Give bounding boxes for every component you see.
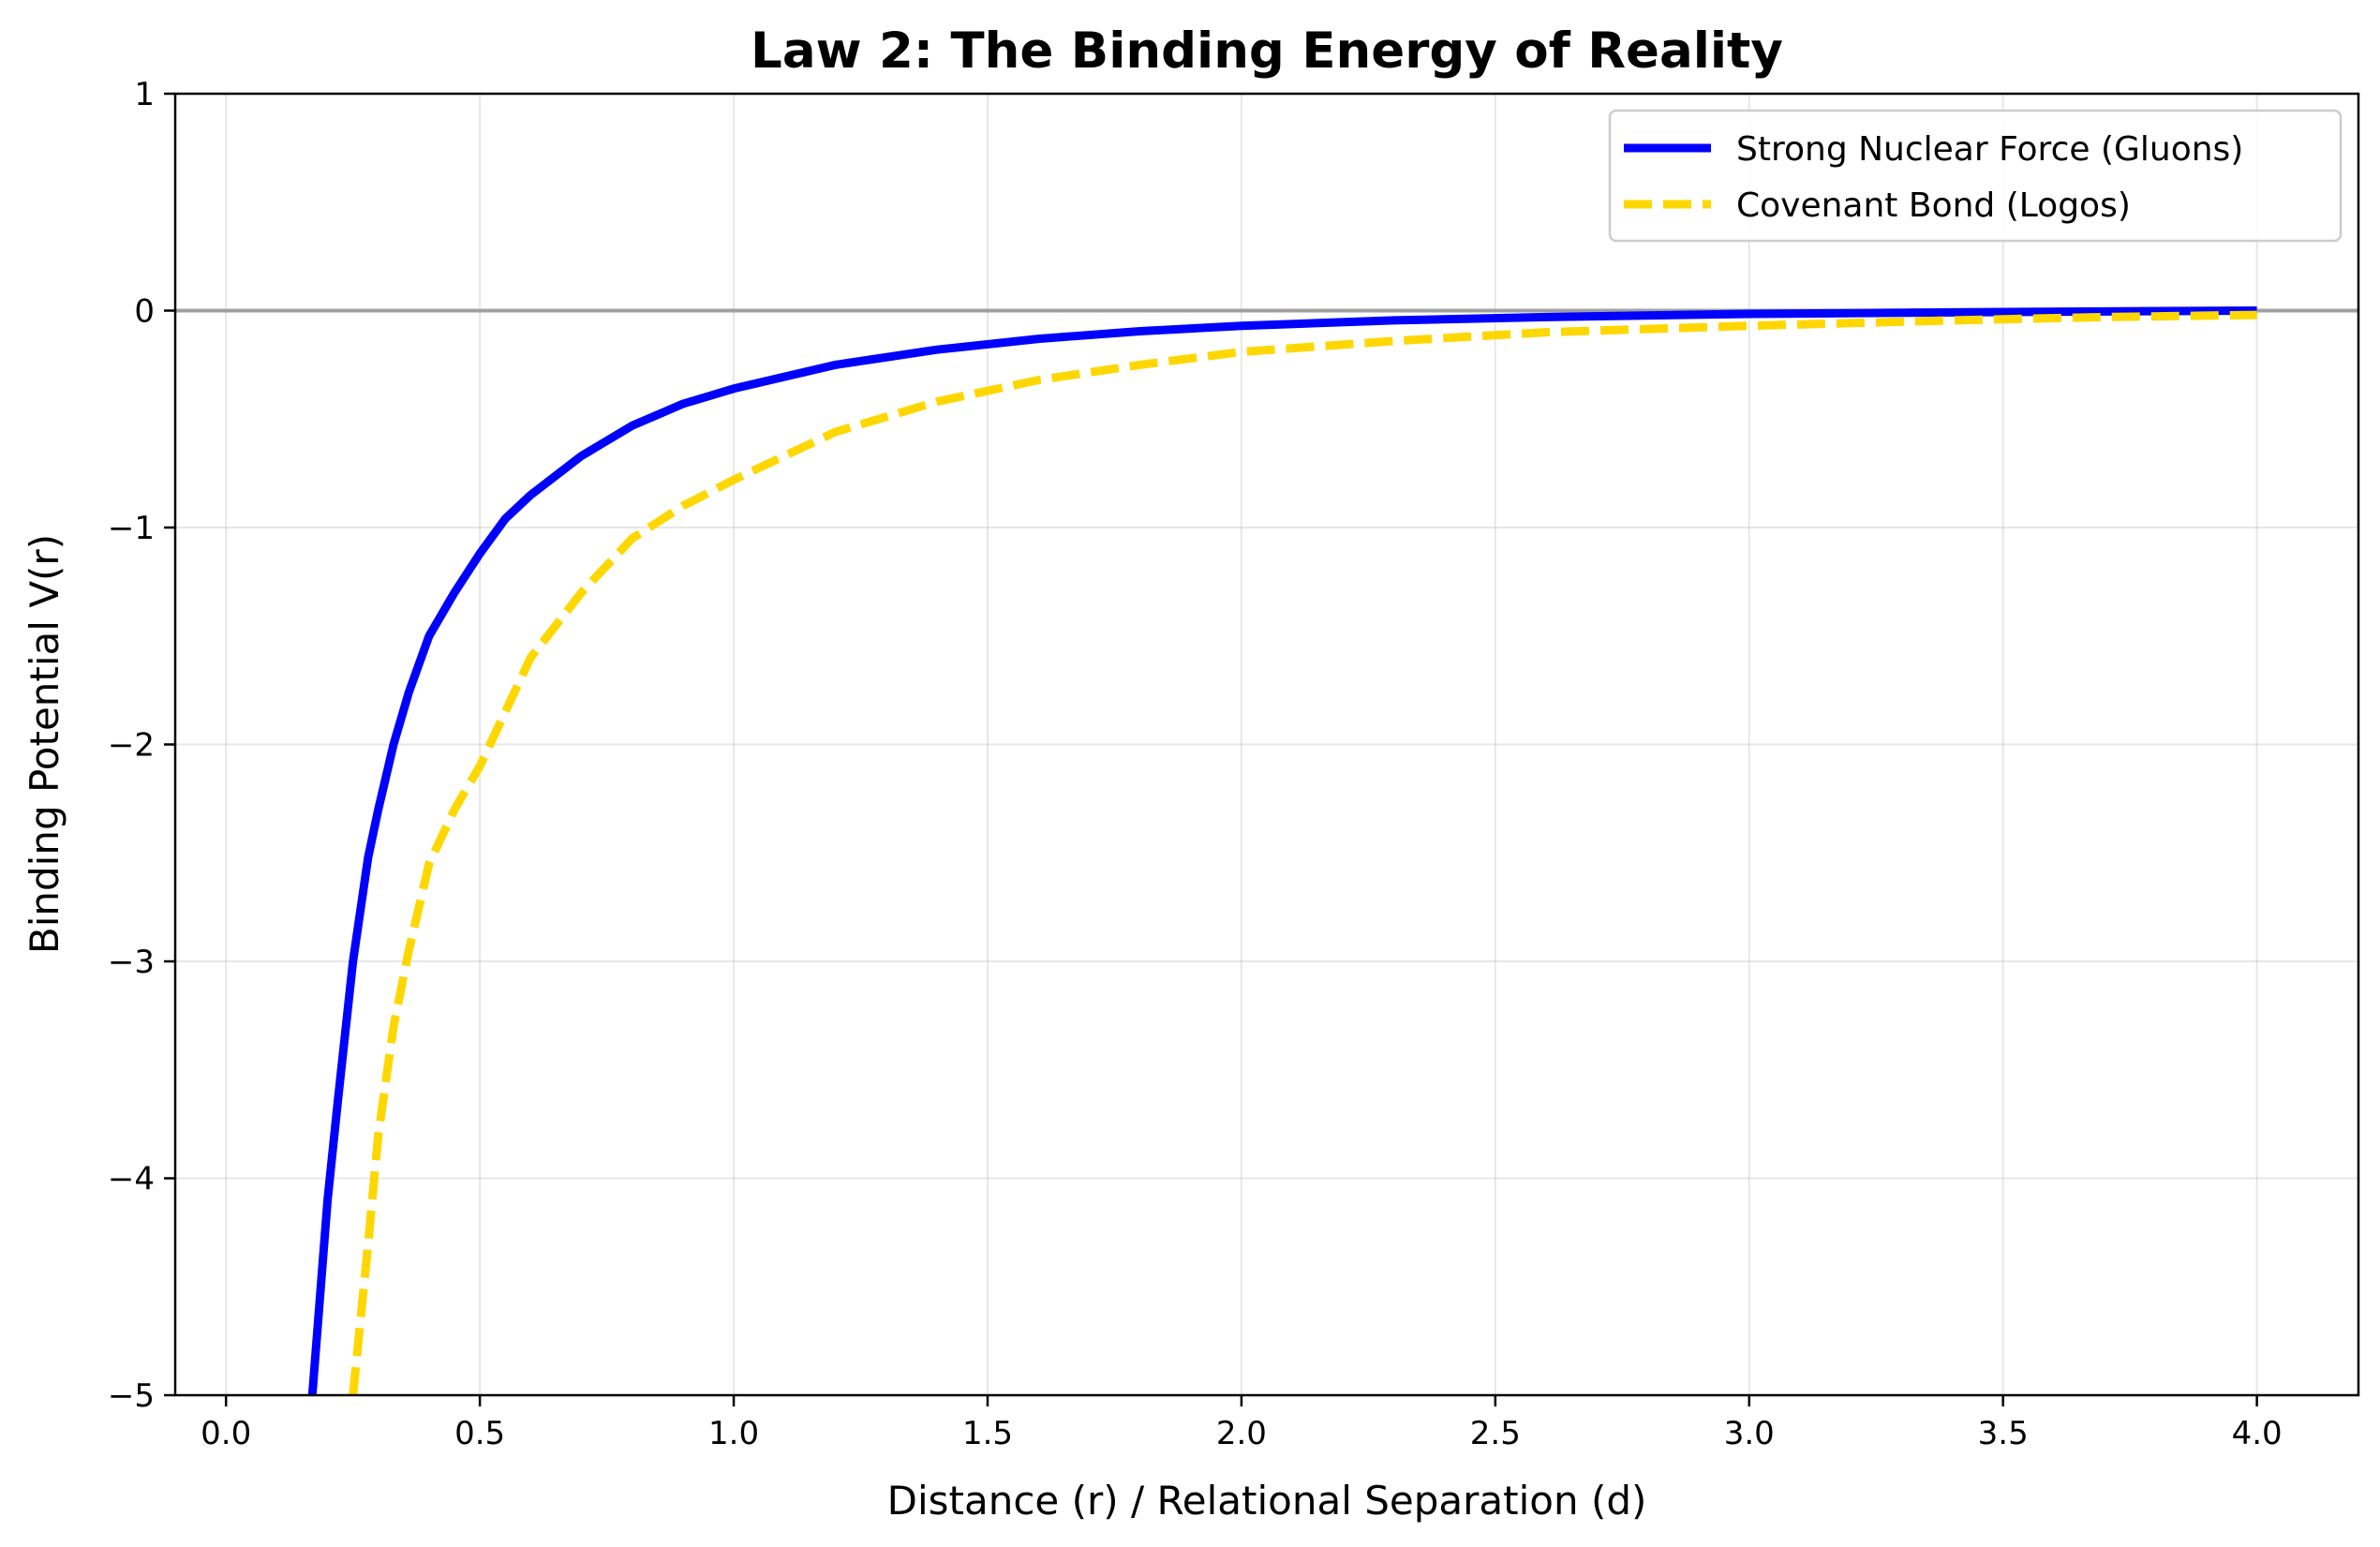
x-tick-label: 0.0 [201,1415,251,1452]
x-tick-label: 2.5 [1470,1415,1521,1452]
x-tick-label: 1.0 [708,1415,759,1452]
series-layer [307,306,2257,1395]
y-tick-label: 1 [134,76,155,113]
x-tick-label: 4.0 [2232,1415,2283,1452]
legend-box [1608,109,2343,243]
y-tick-label: −1 [108,510,155,547]
legend: Strong Nuclear Force (Gluons) Covenant B… [1608,109,2343,243]
legend-label-covenant-bond: Covenant Bond (Logos) [1736,186,2131,225]
x-tick-label: 0.5 [454,1415,505,1452]
y-tick-label: −4 [108,1161,155,1198]
series-line-covenant-bond [349,310,2257,1395]
series-line-strong-nuclear-force [307,306,2257,1395]
legend-label-strong-nuclear-force: Strong Nuclear Force (Gluons) [1736,130,2243,169]
y-tick-label: 0 [134,293,155,331]
y-tick-label: −3 [108,944,155,981]
y-tick-label: −5 [108,1377,155,1415]
chart-title: Law 2: The Binding Energy of Reality [751,22,1783,80]
x-tick-label: 2.0 [1216,1415,1267,1452]
y-tick-label: −2 [108,727,155,765]
x-tick-label: 3.0 [1724,1415,1775,1452]
x-tick-label: 3.5 [1978,1415,2029,1452]
x-tick-label: 1.5 [962,1415,1013,1452]
x-axis-label: Distance (r) / Relational Separation (d) [887,1478,1647,1524]
y-axis-label: Binding Potential V(r) [22,534,67,954]
tick-layer: 0.0 0.5 1.0 1.5 2.0 2.5 3.0 3.5 4.0 1 0 −1 −2 −3 −4 −5 [108,76,2283,1452]
